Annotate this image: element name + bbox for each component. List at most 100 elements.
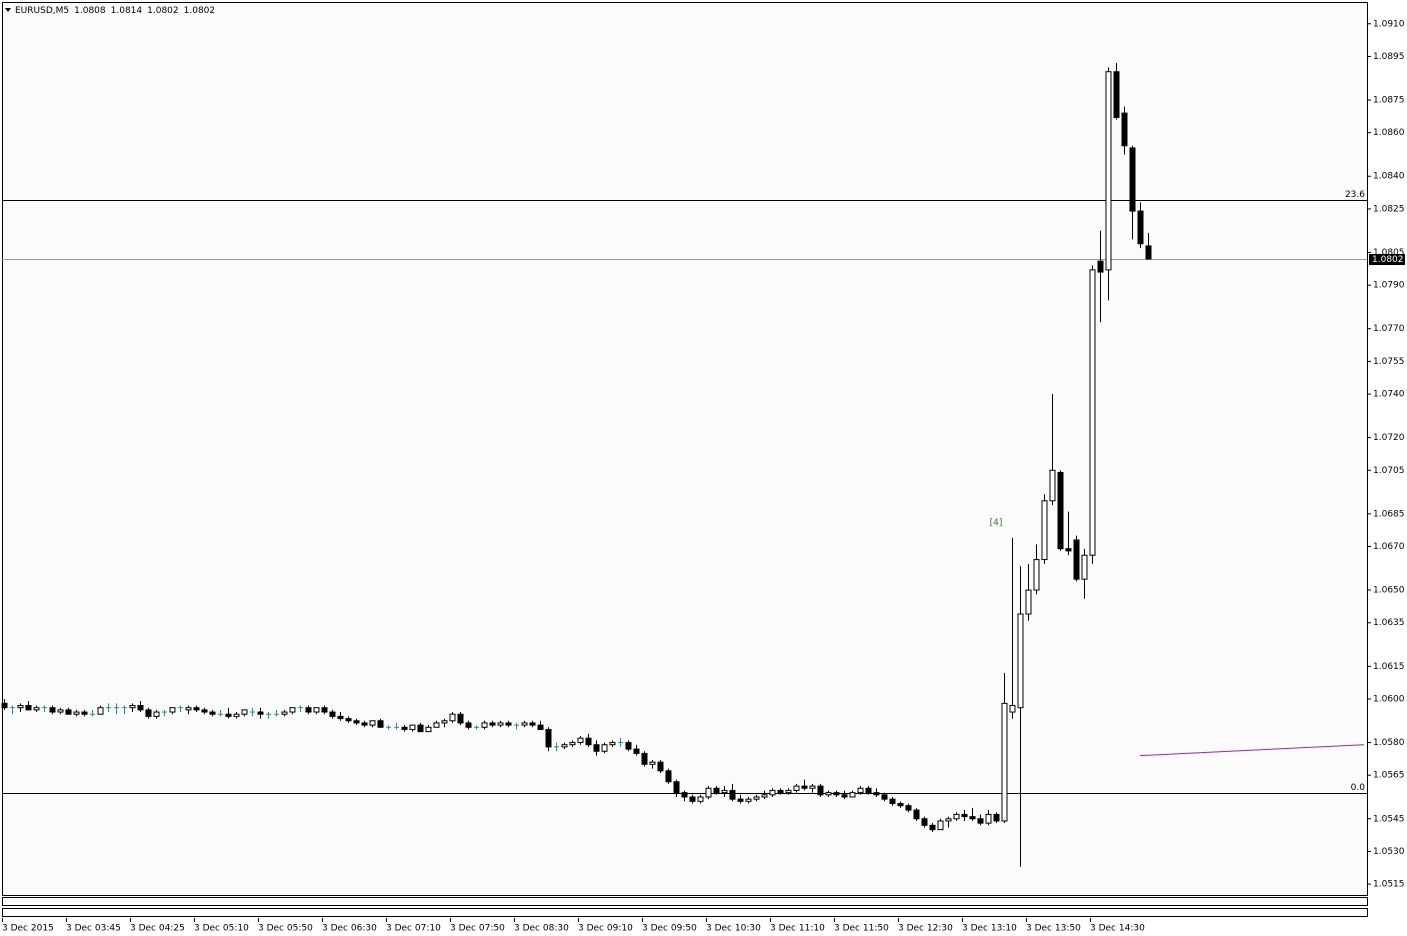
y-tick-label: 1.0615 (1373, 662, 1405, 672)
candle-body (289, 707, 296, 713)
candle-body (625, 742, 632, 750)
x-tick-label: 3 Dec 10:30 (706, 924, 761, 934)
candle-body (713, 787, 720, 794)
candle-body (689, 796, 696, 802)
candle-body (337, 715, 344, 720)
candle-body (73, 711, 80, 715)
fib-label: 23.6 (1345, 190, 1365, 200)
candle-body (1145, 245, 1152, 260)
candle-body (657, 761, 664, 772)
candle-body (1057, 471, 1064, 550)
candle-body (433, 722, 440, 728)
candle-body (977, 818, 984, 824)
y-tick-label: 1.0805 (1373, 248, 1405, 258)
candle-body (961, 813, 968, 818)
candle-body (921, 818, 928, 826)
y-tick-label: 1.0580 (1373, 738, 1405, 748)
y-tick-label: 1.0770 (1373, 324, 1405, 334)
candle-body (441, 720, 448, 724)
candle-body (329, 711, 336, 717)
header-price: 1.0802 (147, 6, 179, 16)
candle-body (401, 726, 408, 730)
y-tick-label: 1.0740 (1373, 390, 1405, 400)
candle-body (313, 707, 320, 713)
x-tick-label: 3 Dec 03:45 (66, 924, 121, 934)
x-tick-label: 3 Dec 09:10 (578, 924, 633, 934)
fib-label: 0.0 (1351, 783, 1366, 793)
x-tick-label: 3 Dec 11:10 (770, 924, 825, 934)
candle-body (753, 796, 760, 800)
dropdown-icon[interactable] (5, 8, 11, 12)
candle-body (145, 709, 152, 717)
candle-body (769, 789, 776, 796)
candle-body (761, 794, 768, 798)
candle-body (57, 709, 64, 713)
candle-body (1, 702, 8, 709)
candle-body (777, 789, 784, 794)
candle-body (1113, 71, 1120, 118)
candle-body (841, 794, 848, 798)
candle-body (33, 707, 40, 711)
candle-body (369, 720, 376, 726)
x-tick-label: 3 Dec 07:10 (386, 924, 441, 934)
candle-body (305, 707, 312, 713)
candle-body (985, 813, 992, 824)
header-price: 1.0808 (74, 6, 106, 16)
candle-body (913, 809, 920, 820)
candle-body (601, 744, 608, 752)
candle-body (25, 705, 32, 711)
candle-body (577, 737, 584, 744)
candle-body (1137, 210, 1144, 245)
candle-body (937, 820, 944, 831)
candle-body (1105, 71, 1112, 271)
candle-body (1089, 269, 1096, 556)
candle-body (465, 722, 472, 728)
candle-body (529, 722, 536, 726)
candle-body (865, 787, 872, 794)
x-tick-label: 3 Dec 14:30 (1090, 924, 1145, 934)
candle-body (1073, 539, 1080, 580)
candle-body (833, 792, 840, 796)
candle-body (953, 813, 960, 820)
y-tick-label: 1.0720 (1373, 433, 1405, 443)
candle-body (1009, 705, 1016, 713)
candle-body (697, 796, 704, 802)
candle-body (1081, 554, 1088, 580)
candle-body (1033, 559, 1040, 591)
candle-body (345, 718, 352, 722)
candle-body (169, 707, 176, 713)
candle-body (633, 748, 640, 754)
candle-body (809, 785, 816, 789)
candle-body (609, 742, 616, 746)
candle-body (209, 711, 216, 715)
x-tick-label: 3 Dec 05:10 (194, 924, 249, 934)
candle-body (801, 785, 808, 789)
candle-body (729, 789, 736, 800)
candle-body (665, 770, 672, 783)
candle-body (705, 787, 712, 798)
candle-body (825, 792, 832, 796)
candle-body (1049, 469, 1056, 502)
bid-box (1369, 254, 1405, 265)
candle-body (65, 709, 72, 715)
y-tick-label: 1.0705 (1373, 466, 1405, 476)
candle-body (673, 781, 680, 794)
candle-body (193, 707, 200, 711)
x-tick-label: 3 Dec 13:10 (962, 924, 1017, 934)
candle-body (929, 824, 936, 831)
candle-body (377, 720, 384, 728)
candle-body (1097, 260, 1104, 273)
candle-body (281, 711, 288, 715)
y-tick-label: 1.0790 (1373, 281, 1405, 291)
candle-body (457, 713, 464, 724)
candle-body (185, 707, 192, 711)
y-tick-label: 1.0650 (1373, 586, 1405, 596)
annotation: [4] (990, 518, 1003, 528)
x-tick-label: 3 Dec 04:25 (130, 924, 185, 934)
candle-body (97, 707, 104, 715)
candle-body (737, 798, 744, 802)
candle-body (137, 705, 144, 711)
candle-body (945, 818, 952, 822)
candle-body (481, 722, 488, 728)
chart-header: EURUSD,M5 1.0808 1.0814 1.0802 1.0802 (15, 6, 215, 16)
